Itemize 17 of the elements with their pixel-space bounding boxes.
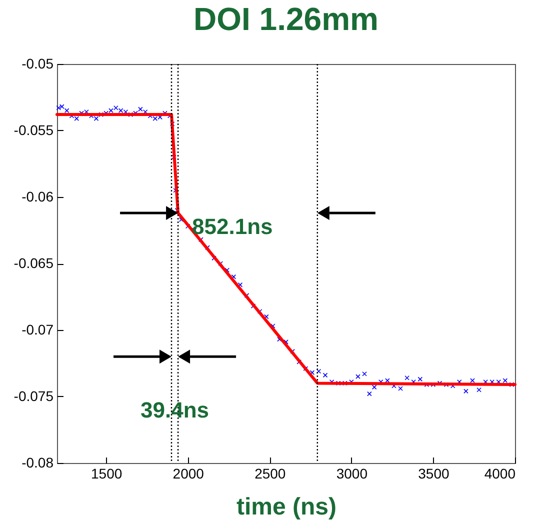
y-tick-label: -0.06	[22, 188, 54, 204]
y-tick-label: -0.08	[22, 454, 54, 470]
x-tick-label: 2000	[172, 466, 204, 482]
y-tick-label: -0.055	[14, 122, 54, 138]
x-tick-label: 3000	[336, 466, 368, 482]
y-tick-label: -0.07	[22, 322, 54, 338]
x-tick-label: 4000	[484, 466, 516, 482]
annotation: 852.1ns	[192, 214, 273, 239]
chart-title: DOI 1.26mm	[194, 1, 378, 37]
x-tick-label: 2500	[254, 466, 286, 482]
annotation: 39.4ns	[140, 398, 210, 423]
x-axis-title: time (ns)	[236, 494, 337, 520]
y-tick-label: -0.065	[14, 255, 54, 271]
y-tick-label: -0.05	[22, 56, 54, 72]
y-tick-label: -0.075	[14, 388, 54, 404]
x-tick-label: 3500	[418, 466, 450, 482]
x-tick-label: 1500	[90, 466, 122, 482]
